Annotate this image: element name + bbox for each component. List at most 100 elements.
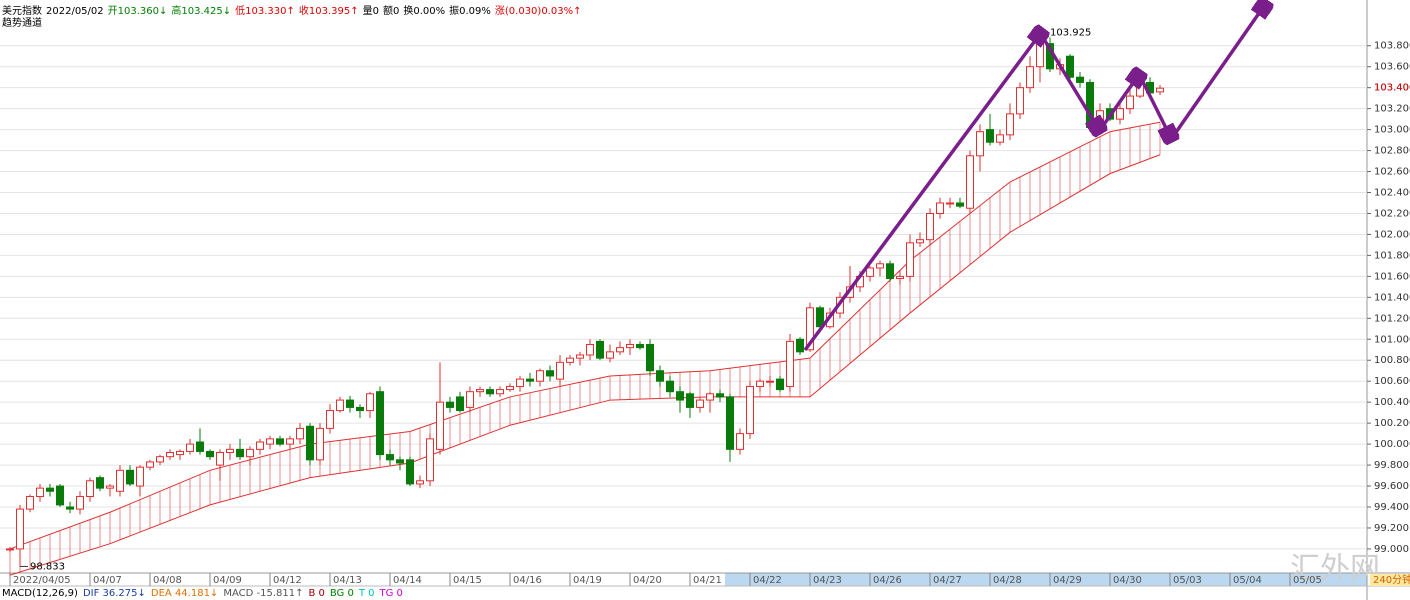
candle-body bbox=[1016, 87, 1024, 115]
candle-body bbox=[116, 469, 124, 492]
candle-body bbox=[986, 129, 994, 143]
candle-body bbox=[326, 410, 334, 429]
candle-body bbox=[26, 496, 34, 510]
candle-body bbox=[626, 344, 634, 349]
header-item: 量0 bbox=[363, 5, 379, 17]
annotation-label: 103.925 bbox=[1050, 28, 1091, 39]
candle-body bbox=[796, 338, 804, 353]
x-tick-label: 04/22 bbox=[753, 575, 782, 586]
candle-body bbox=[266, 438, 274, 445]
candle-body bbox=[536, 370, 544, 382]
y-tick-label: 101.000 bbox=[1374, 334, 1410, 345]
candle-body bbox=[716, 393, 724, 398]
channel-lower bbox=[9, 154, 1161, 576]
candle-body bbox=[1066, 55, 1074, 78]
x-tick-label: 04/30 bbox=[1113, 575, 1142, 586]
candle-body bbox=[906, 242, 914, 277]
arrow bbox=[1098, 76, 1138, 132]
y-tick-label: 103.600 bbox=[1374, 62, 1410, 73]
candle-body bbox=[286, 438, 294, 445]
candle-body bbox=[516, 378, 524, 387]
candle-body bbox=[806, 307, 814, 351]
x-tick-label: 04/23 bbox=[813, 575, 842, 586]
candle-body bbox=[426, 438, 434, 482]
candle-body bbox=[486, 389, 494, 395]
candle-body bbox=[216, 451, 224, 466]
y-tick-label: 99.800 bbox=[1374, 460, 1409, 471]
candle-body bbox=[336, 399, 344, 412]
y-tick-label: 101.200 bbox=[1374, 313, 1410, 324]
header-item: 换0.00% bbox=[403, 4, 445, 17]
y-tick-label: 99.000 bbox=[1374, 544, 1409, 555]
candle-body bbox=[566, 357, 574, 363]
y-tick-label: 102.800 bbox=[1374, 146, 1410, 157]
y-tick-label: 100.200 bbox=[1374, 418, 1410, 429]
candle-body bbox=[96, 477, 104, 489]
candle-body bbox=[456, 396, 464, 412]
period-box bbox=[1370, 574, 1410, 586]
candle-body bbox=[1036, 39, 1044, 68]
candle-body bbox=[66, 506, 74, 510]
candle-body bbox=[386, 454, 394, 461]
candle-body bbox=[596, 340, 604, 359]
y-tick-label: 102.400 bbox=[1374, 188, 1410, 199]
candle-body bbox=[376, 391, 384, 456]
y-tick-label: 100.400 bbox=[1374, 397, 1410, 408]
indicator-item: DIF 36.275↓ bbox=[83, 588, 146, 599]
y-tick-label: 99.400 bbox=[1374, 502, 1409, 513]
candle-body bbox=[576, 354, 584, 359]
header-item: 收103.395↑ bbox=[299, 4, 359, 17]
candle-body bbox=[1116, 108, 1124, 120]
candle-body bbox=[126, 469, 134, 485]
candle-body bbox=[346, 399, 354, 408]
x-tick-label: 04/12 bbox=[273, 575, 302, 586]
header-item: 涨(0.030)0.03%↑ bbox=[495, 5, 582, 17]
header-item: 2022/05/02 bbox=[46, 6, 104, 17]
candle-body bbox=[916, 239, 924, 244]
candle-body bbox=[396, 459, 404, 464]
candle-body bbox=[786, 340, 794, 387]
x-tick-label: 04/08 bbox=[153, 575, 182, 586]
candle-body bbox=[616, 347, 624, 353]
x-tick-label: 05/05 bbox=[1293, 575, 1322, 586]
candle-body bbox=[36, 487, 44, 498]
axis-highlight bbox=[725, 573, 1367, 586]
header-item: 高103.425↓ bbox=[171, 4, 231, 17]
candle-body bbox=[946, 202, 954, 205]
candle-body bbox=[736, 433, 744, 450]
y-tick-label: 103.800 bbox=[1374, 41, 1410, 52]
x-tick-label: 05/03 bbox=[1173, 575, 1202, 586]
y-tick-label: 101.800 bbox=[1374, 250, 1410, 261]
indicator-item: BG 0 bbox=[330, 588, 354, 599]
indicator-item: MACD(12,26,9) bbox=[2, 588, 78, 599]
candle-body bbox=[706, 393, 714, 401]
x-tick-label: 04/20 bbox=[633, 575, 662, 586]
x-tick-label: 04/28 bbox=[993, 575, 1022, 586]
y-tick-label: 102.600 bbox=[1374, 167, 1410, 178]
candle-body bbox=[606, 351, 614, 359]
header: 美元指数 2022/05/02 开103.360↓ 高103.425↓ 低103.330… bbox=[2, 4, 581, 17]
arrow bbox=[1138, 75, 1170, 136]
candle-body bbox=[1156, 87, 1164, 93]
candle-body bbox=[766, 380, 774, 383]
candle-body bbox=[996, 134, 1004, 143]
y-tick-label: 101.600 bbox=[1374, 271, 1410, 282]
candle-body bbox=[936, 202, 944, 214]
candle-body bbox=[276, 438, 284, 445]
indicator-line: MACD(12,26,9) DIF 36.275↓ DEA 44.181↓ MACD … bbox=[2, 588, 403, 599]
y-tick-label: 103.200 bbox=[1374, 104, 1410, 115]
candle-body bbox=[746, 385, 754, 435]
indicator-item: B 0 bbox=[308, 588, 324, 599]
candle-body bbox=[226, 448, 234, 453]
y-tick-label: 100.000 bbox=[1374, 439, 1410, 450]
candle-body bbox=[446, 401, 454, 408]
arrow bbox=[1170, 6, 1264, 140]
candle-body bbox=[56, 485, 64, 506]
x-tick-label: 04/26 bbox=[873, 575, 902, 586]
header-item: 低103.330↑ bbox=[235, 4, 295, 17]
candle-body bbox=[696, 399, 704, 408]
header-item: 开103.360↓ bbox=[108, 6, 168, 17]
candle-body bbox=[676, 391, 684, 401]
candle-body bbox=[46, 487, 54, 492]
